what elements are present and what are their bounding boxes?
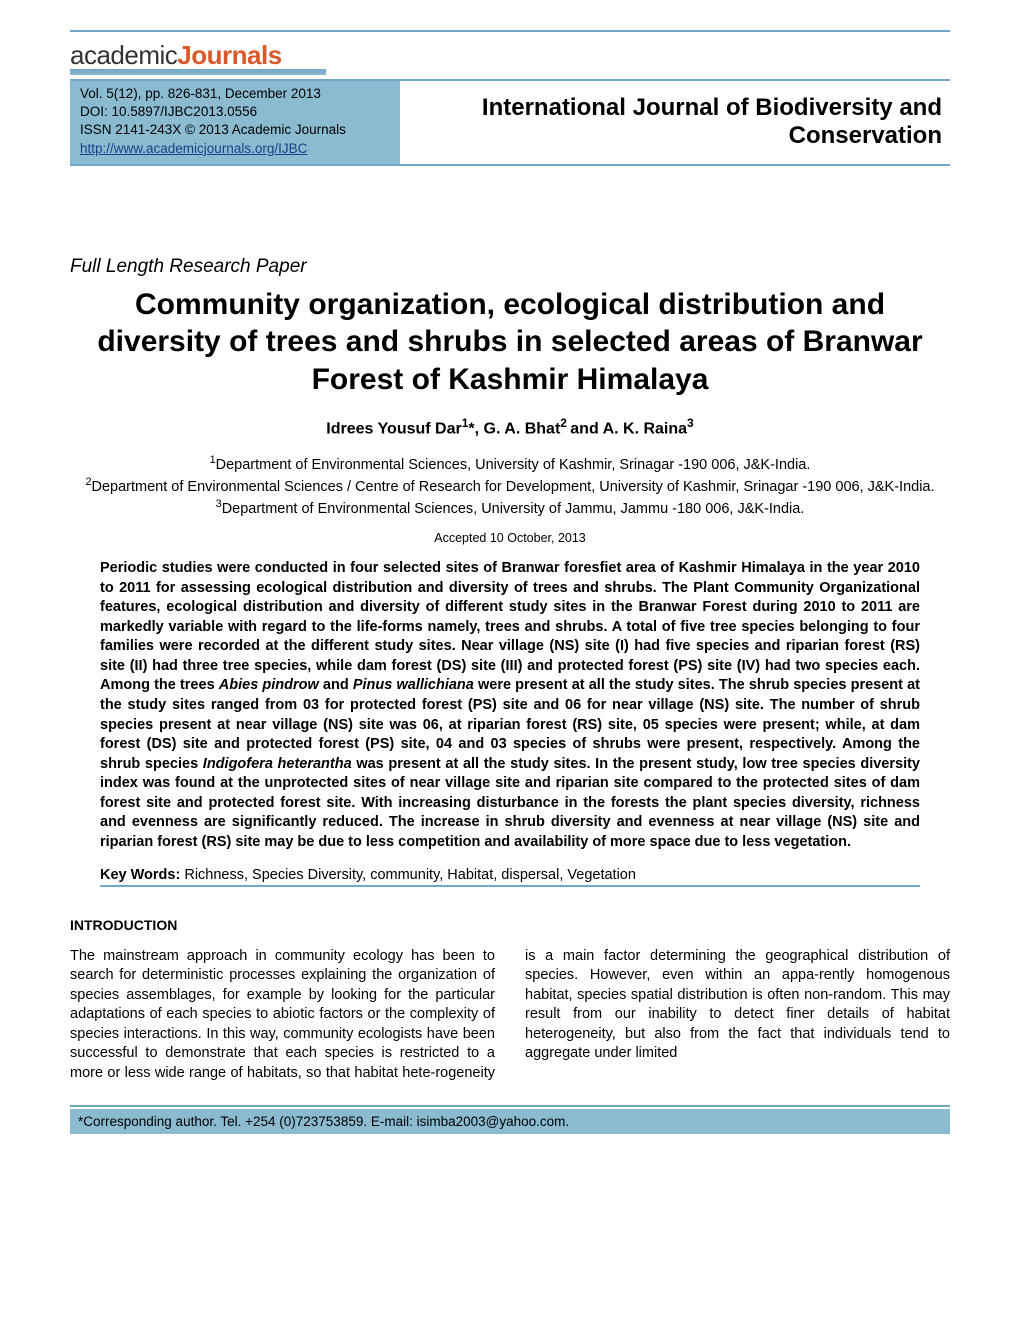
keywords-label: Key Words: [100, 867, 180, 883]
keywords-rule [100, 885, 920, 887]
top-rule [70, 30, 950, 32]
keywords: Key Words: Richness, Species Diversity, … [100, 867, 920, 883]
article-title: Community organization, ecological distr… [80, 286, 940, 399]
journal-title: International Journal of Biodiversity an… [400, 81, 950, 164]
journal-title-line1: International Journal of Biodiversity an… [482, 94, 942, 122]
article-type: Full Length Research Paper [70, 256, 950, 278]
affiliations: 1Department of Environmental Sciences, U… [70, 453, 950, 519]
affil-3: 3Department of Environmental Sciences, U… [70, 497, 950, 519]
corresponding-author: *Corresponding author. Tel. +254 (0)7237… [70, 1109, 950, 1134]
affil-1: 1Department of Environmental Sciences, U… [70, 453, 950, 475]
authors: Idrees Yousuf Dar1*, G. A. Bhat2 and A. … [70, 416, 950, 438]
citation-volume: Vol. 5(12), pp. 826-831, December 2013 [80, 85, 390, 103]
citation-doi: DOI: 10.5897/IJBC2013.0556 [80, 103, 390, 121]
abstract: Periodic studies were conducted in four … [100, 559, 920, 852]
keywords-text: Richness, Species Diversity, community, … [180, 867, 636, 883]
logo-prefix: academic [70, 40, 177, 70]
body-col1: The mainstream approach in community eco… [70, 948, 495, 1081]
header-band: Vol. 5(12), pp. 826-831, December 2013 D… [70, 79, 950, 166]
logo-suffix: Journals [177, 40, 281, 70]
corresponding-box: *Corresponding author. Tel. +254 (0)7237… [70, 1105, 950, 1134]
citation-box: Vol. 5(12), pp. 826-831, December 2013 D… [70, 81, 400, 164]
accepted-date: Accepted 10 October, 2013 [70, 531, 950, 545]
publisher-logo: academicJournals [70, 40, 950, 75]
citation-issn: ISSN 2141-243X © 2013 Academic Journals [80, 121, 390, 139]
introduction-heading: INTRODUCTION [70, 917, 950, 933]
journal-title-line2: Conservation [789, 122, 942, 150]
citation-link[interactable]: http://www.academicjournals.org/IJBC [80, 141, 307, 156]
body-text: The mainstream approach in community eco… [70, 947, 950, 1084]
affil-2: 2Department of Environmental Sciences / … [70, 475, 950, 497]
